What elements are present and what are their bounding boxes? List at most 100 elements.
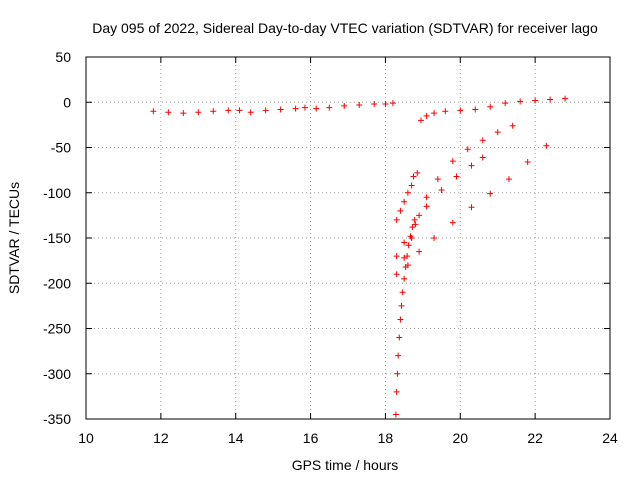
data-point — [405, 242, 412, 249]
data-point — [401, 275, 408, 282]
data-point — [165, 109, 172, 116]
data-point — [404, 189, 411, 196]
chart-title: Day 095 of 2022, Sidereal Day-to-day VTE… — [92, 20, 598, 36]
x-tick-label: 10 — [78, 430, 94, 446]
data-point — [412, 221, 419, 228]
data-point — [472, 106, 479, 113]
data-points — [150, 95, 569, 418]
data-point — [479, 154, 486, 161]
data-point — [532, 97, 539, 104]
data-point — [416, 248, 423, 255]
x-tick-label: 14 — [228, 430, 244, 446]
data-point — [150, 108, 157, 115]
data-point — [398, 302, 405, 309]
data-point — [431, 110, 438, 117]
data-point — [453, 173, 460, 180]
data-point — [292, 105, 299, 112]
axis-ticks — [85, 56, 611, 420]
y-tick-label: 0 — [63, 94, 71, 110]
x-tick-label: 20 — [452, 430, 468, 446]
data-point — [468, 204, 475, 211]
data-point — [408, 235, 415, 241]
data-point — [395, 352, 402, 359]
y-tick-label: -100 — [43, 185, 71, 201]
series-arc-g — [393, 122, 516, 278]
data-point — [411, 216, 418, 223]
data-point — [401, 254, 408, 261]
data-point — [394, 370, 401, 377]
data-point — [410, 173, 417, 180]
data-point — [487, 190, 494, 197]
series-arc-b — [313, 100, 396, 112]
data-point — [393, 271, 400, 278]
y-tick-label: -300 — [43, 366, 71, 382]
data-point — [505, 176, 512, 183]
data-point — [393, 253, 400, 260]
y-axis-label: SDTVAR / TECUs — [6, 182, 22, 294]
data-point — [409, 224, 416, 231]
data-point — [562, 95, 569, 102]
data-point — [389, 100, 396, 107]
data-point — [449, 158, 456, 165]
data-point — [180, 110, 187, 117]
series-arc-h — [393, 154, 486, 260]
x-axis-label: GPS time / hours — [292, 457, 399, 473]
data-point — [401, 198, 408, 205]
x-tick-label: 12 — [153, 430, 169, 446]
data-point — [464, 146, 471, 153]
data-point — [543, 142, 550, 149]
data-point — [416, 212, 423, 219]
y-tick-label: -250 — [43, 321, 71, 337]
data-point — [236, 107, 243, 114]
data-point — [382, 101, 389, 108]
data-point — [449, 219, 456, 226]
data-point — [487, 103, 494, 110]
series-arc-a — [150, 104, 308, 117]
data-point — [417, 117, 424, 124]
data-point — [494, 129, 501, 136]
data-point — [457, 107, 464, 114]
data-point — [408, 182, 415, 189]
data-point — [401, 239, 408, 246]
x-tick-label: 16 — [303, 430, 319, 446]
data-point — [396, 334, 403, 341]
data-point — [479, 137, 486, 144]
data-point — [356, 101, 363, 108]
plot-frame — [85, 56, 611, 420]
x-tick-label: 24 — [602, 430, 618, 446]
data-point — [434, 176, 441, 183]
data-point — [341, 102, 348, 109]
data-point — [517, 98, 524, 105]
data-point — [326, 104, 333, 111]
data-point — [397, 316, 404, 323]
data-point — [210, 108, 217, 115]
data-point — [313, 105, 320, 112]
x-tick-label: 18 — [378, 430, 394, 446]
y-tick-label: -50 — [51, 140, 71, 156]
data-point — [423, 194, 430, 201]
data-point — [262, 107, 269, 114]
data-point — [404, 262, 411, 269]
data-point — [468, 162, 475, 169]
data-point — [195, 109, 202, 116]
y-tick-label: -200 — [43, 275, 71, 291]
data-point — [442, 108, 449, 115]
data-point — [524, 158, 531, 165]
data-point — [301, 104, 308, 111]
data-point — [247, 109, 254, 116]
y-tick-label: -350 — [43, 411, 71, 427]
data-point — [509, 122, 516, 129]
data-point — [502, 100, 509, 107]
data-point — [438, 187, 445, 194]
data-point — [225, 107, 232, 114]
data-point — [547, 96, 554, 103]
data-point — [371, 101, 378, 108]
y-tick-label: -150 — [43, 230, 71, 246]
data-point — [393, 388, 400, 395]
series-arc-f — [410, 169, 421, 180]
series-arc-c — [417, 95, 569, 124]
series-arc-d — [392, 216, 418, 418]
data-point — [423, 112, 430, 119]
y-tick-labels: 50 0 -50 -100 -150 -200 -250 -300 -350 — [43, 49, 71, 427]
